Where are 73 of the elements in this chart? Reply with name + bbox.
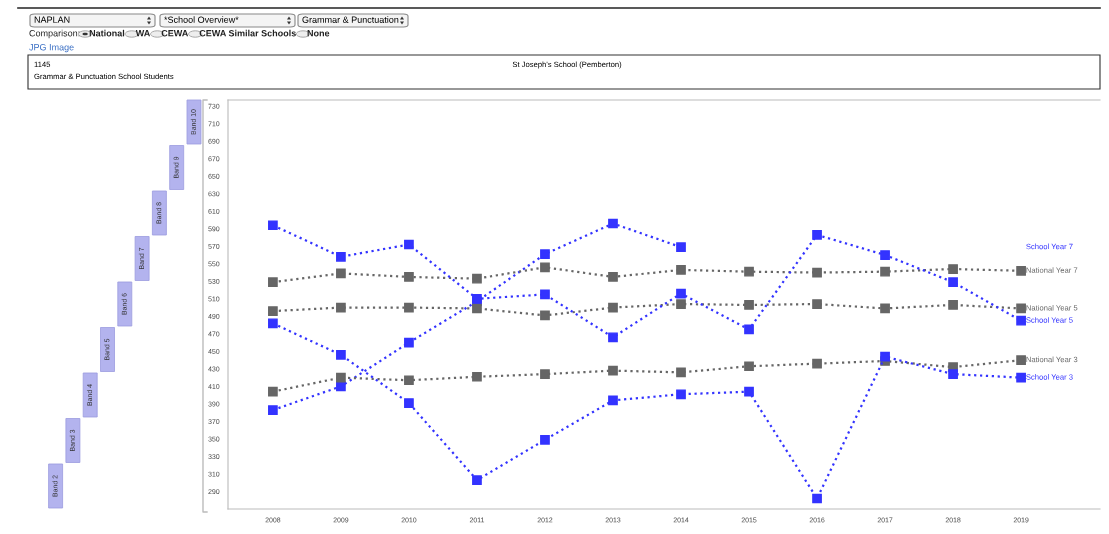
point — [404, 302, 414, 313]
point — [676, 242, 686, 252]
point — [336, 302, 346, 313]
point — [540, 310, 550, 321]
point — [744, 361, 754, 372]
point — [676, 288, 686, 299]
point — [472, 303, 482, 314]
point — [812, 230, 822, 240]
point — [608, 365, 618, 376]
point — [948, 277, 958, 288]
point — [880, 351, 890, 362]
point — [744, 266, 754, 277]
point — [880, 266, 890, 277]
point — [1016, 315, 1026, 326]
point — [540, 369, 550, 379]
text: CEWA Similar Schools — [199, 29, 296, 37]
point — [404, 337, 414, 348]
point — [880, 303, 890, 314]
point — [948, 264, 958, 274]
text: WA — [135, 30, 151, 37]
point — [268, 306, 278, 316]
point — [540, 262, 550, 273]
point — [472, 371, 482, 382]
point — [676, 389, 686, 400]
point — [1016, 355, 1026, 365]
point — [404, 239, 414, 250]
point — [608, 272, 618, 282]
text: JPG Image — [29, 44, 74, 53]
point — [676, 367, 686, 378]
point — [268, 277, 278, 288]
point — [812, 493, 822, 504]
point — [540, 434, 550, 445]
point — [336, 372, 346, 383]
point — [404, 375, 414, 386]
point — [880, 250, 890, 260]
point — [336, 268, 346, 279]
text: NAPLAN — [34, 16, 70, 23]
point — [744, 386, 754, 397]
point — [812, 267, 822, 278]
text: Comparison: — [29, 29, 80, 39]
point — [1016, 265, 1026, 276]
point — [744, 324, 754, 335]
point — [676, 299, 686, 309]
point — [608, 395, 618, 406]
point — [540, 289, 550, 300]
point — [812, 299, 822, 309]
point — [268, 318, 278, 329]
point — [744, 300, 754, 310]
text: National — [89, 29, 125, 37]
point — [812, 358, 822, 369]
point — [540, 249, 550, 260]
point — [268, 386, 278, 397]
point — [336, 381, 346, 392]
point — [472, 475, 482, 485]
point — [676, 265, 686, 275]
point — [404, 272, 414, 282]
point — [268, 405, 278, 415]
point — [1016, 372, 1026, 383]
point — [336, 349, 346, 360]
point — [608, 302, 618, 313]
point — [472, 273, 482, 284]
point — [404, 398, 414, 408]
point — [1016, 303, 1026, 314]
point — [608, 332, 618, 343]
point — [948, 369, 958, 379]
point — [336, 251, 346, 262]
point — [948, 300, 958, 310]
point — [268, 220, 278, 231]
text: CEWA — [161, 30, 189, 37]
point — [608, 218, 618, 229]
text: *School Overview* — [164, 16, 239, 23]
text: None — [307, 30, 330, 37]
text: Grammar & Punctuation — [302, 16, 399, 23]
